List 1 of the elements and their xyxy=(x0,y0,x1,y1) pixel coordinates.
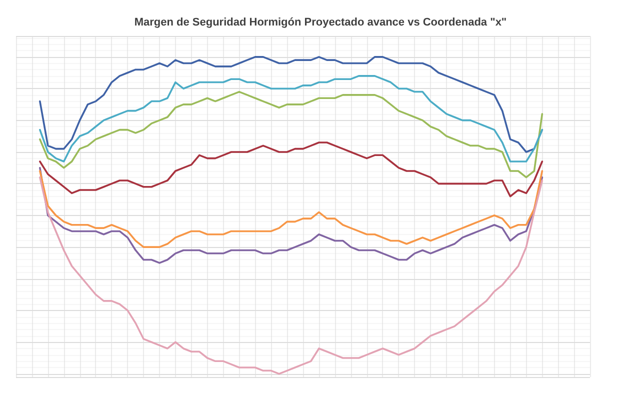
chart-title: Margen de Seguridad Hormigón Proyectado avance vs Coordenada "x" xyxy=(134,16,507,28)
